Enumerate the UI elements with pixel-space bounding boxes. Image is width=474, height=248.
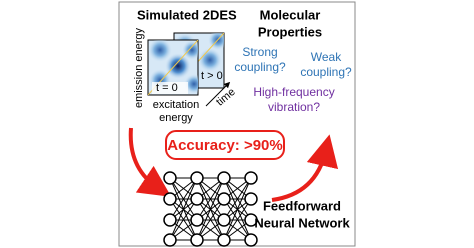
node bbox=[163, 213, 177, 227]
connection bbox=[196, 177, 225, 221]
node bbox=[217, 192, 231, 206]
connection bbox=[169, 177, 198, 221]
network-label: Neural Network bbox=[254, 215, 350, 230]
node bbox=[217, 171, 231, 185]
node bbox=[163, 171, 177, 185]
node bbox=[163, 233, 177, 247]
accuracy-box bbox=[165, 130, 285, 160]
network-label: Feedforward bbox=[263, 198, 341, 213]
node bbox=[244, 233, 258, 247]
node bbox=[190, 171, 204, 185]
node bbox=[190, 192, 204, 206]
node bbox=[190, 233, 204, 247]
arrow bbox=[271, 134, 339, 202]
connection bbox=[169, 198, 198, 241]
node bbox=[244, 171, 258, 185]
frame-label: t > 0 bbox=[201, 70, 223, 82]
arrow bbox=[128, 127, 172, 197]
connection bbox=[223, 198, 252, 241]
node bbox=[244, 213, 258, 227]
connection bbox=[223, 177, 252, 221]
x-label: excitation bbox=[153, 99, 199, 111]
time-arrow bbox=[205, 81, 231, 107]
frame bbox=[118, 1, 356, 247]
node bbox=[217, 213, 231, 227]
y-label: emission energy bbox=[133, 27, 145, 108]
properties-title: Properties bbox=[258, 24, 322, 39]
properties-title: Molecular bbox=[260, 7, 321, 22]
connection bbox=[223, 177, 252, 241]
frame-front: t = 0 bbox=[147, 39, 199, 96]
property: Strong bbox=[242, 45, 277, 59]
connection bbox=[196, 198, 225, 241]
plot-title: Simulated 2DES bbox=[137, 7, 237, 22]
frame-label: t = 0 bbox=[156, 82, 178, 94]
property: High-frequency bbox=[253, 85, 334, 99]
accuracy: Accuracy: >90% bbox=[167, 137, 283, 154]
node bbox=[190, 213, 204, 227]
property: coupling? bbox=[234, 60, 286, 74]
property: coupling? bbox=[300, 65, 352, 79]
connection bbox=[169, 177, 198, 241]
property: Weak bbox=[311, 50, 342, 64]
time-label: time bbox=[214, 86, 238, 109]
x-label: energy bbox=[159, 112, 193, 124]
neural-network bbox=[163, 171, 258, 247]
node bbox=[244, 192, 258, 206]
node bbox=[217, 233, 231, 247]
node bbox=[163, 192, 177, 206]
connection bbox=[196, 177, 225, 241]
property: vibration? bbox=[268, 100, 320, 114]
